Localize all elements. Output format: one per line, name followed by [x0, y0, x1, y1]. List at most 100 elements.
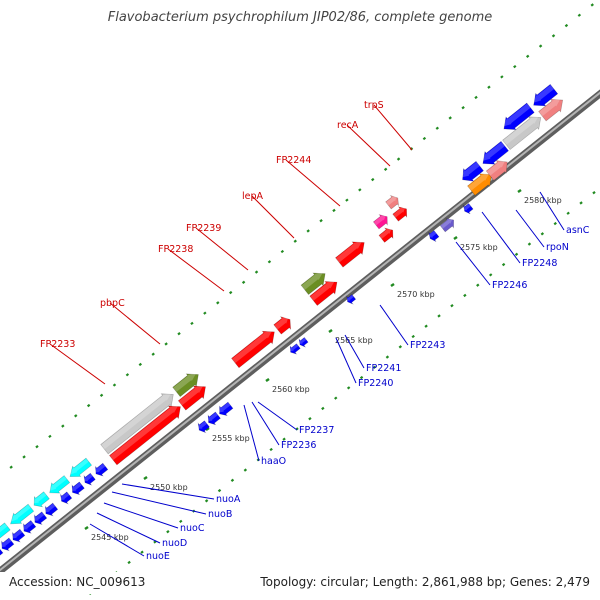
inner-track-dot — [566, 211, 570, 215]
outer-track-dot — [86, 403, 91, 408]
gene-arrow-shine — [310, 280, 336, 301]
gene-arrow-shine — [274, 317, 289, 330]
outer-track-dot — [125, 373, 130, 377]
gene-arrow-shine — [173, 372, 197, 392]
inner-track-dot — [540, 232, 545, 236]
gene-arrow-shine — [207, 412, 218, 422]
gene-arrow-group — [83, 472, 96, 486]
gene-arrow — [372, 214, 388, 230]
outer-track-dot — [422, 136, 427, 141]
inner-track-dot — [282, 437, 286, 441]
gene-label-fp2244: FP2244 — [276, 155, 311, 166]
outer-track-dot — [538, 44, 543, 48]
gene-arrow — [335, 241, 365, 268]
gene-arrow-group — [481, 140, 509, 165]
tick-label: 2565 kbp — [335, 336, 373, 345]
gene-arrow — [95, 462, 109, 477]
outer-track-dot — [461, 106, 465, 110]
gene-label-fp2233: FP2233 — [40, 339, 75, 350]
gene-arrow — [49, 475, 71, 494]
outer-track-dot — [345, 198, 349, 202]
gene-label-fp2237: FP2237 — [299, 425, 334, 436]
inner-track-dot — [579, 201, 583, 205]
gene-arrow — [538, 99, 564, 122]
outer-track-dot — [151, 352, 155, 356]
accession-text: Accession: NC_009613 — [9, 575, 146, 589]
outer-track-dot — [241, 280, 246, 284]
gene-arrow-group — [502, 102, 535, 130]
gene-arrow — [231, 330, 275, 369]
inner-track-dot — [269, 447, 273, 452]
inner-track-dot — [527, 242, 532, 246]
outer-track-dot — [74, 414, 78, 418]
gene-arrow — [385, 194, 399, 210]
label-connector — [455, 241, 491, 286]
gene-arrow-shine — [218, 402, 231, 413]
gene-arrow-shine — [289, 343, 299, 352]
gene-label-haao: haaO — [261, 456, 286, 467]
gene-label-trps: trpS — [364, 100, 384, 111]
gene-arrow-group — [100, 392, 174, 455]
outer-track-dot — [525, 54, 530, 59]
outer-track-dot — [164, 342, 168, 346]
gene-arrow — [71, 481, 85, 496]
tick-mark — [205, 426, 210, 432]
gene-arrow — [172, 373, 199, 398]
gene-arrow-shine — [101, 392, 172, 450]
gene-arrow-group — [372, 214, 388, 230]
label-connector — [251, 401, 280, 446]
gene-arrow — [467, 173, 492, 196]
genome-backbone-highlight — [0, 91, 600, 572]
outer-tick-track — [9, 3, 594, 469]
gene-arrow — [428, 230, 440, 242]
gene-arrow-group — [9, 503, 35, 525]
outer-track-dot — [577, 13, 582, 17]
gene-arrow — [482, 140, 509, 165]
label-connector — [109, 302, 161, 345]
gene-arrow-shine — [486, 159, 506, 176]
inner-track-dot — [217, 488, 222, 493]
outer-track-dot — [35, 444, 39, 449]
outer-track-dot — [9, 465, 13, 469]
inner-track-dot — [308, 417, 312, 421]
outer-track-dot — [48, 434, 52, 439]
gene-arrow-group — [44, 502, 59, 517]
inner-track-dot — [424, 324, 428, 328]
gene-label-fp2239: FP2239 — [186, 223, 221, 234]
gene-arrow-group — [485, 159, 508, 181]
gene-arrow — [23, 520, 37, 534]
tick-mark — [143, 475, 148, 481]
label-connector — [346, 124, 391, 167]
gene-arrow-group — [172, 372, 199, 398]
label-connector — [373, 104, 413, 151]
gene-arrow — [12, 528, 26, 543]
inner-track-dot — [321, 406, 325, 411]
outer-track-dot — [61, 424, 65, 428]
gene-arrow — [502, 116, 542, 150]
gene-arrow-shine — [379, 228, 392, 239]
gene-arrow — [109, 405, 181, 466]
gene-arrow-group — [385, 194, 399, 210]
gene-label-lepa: lepA — [242, 191, 264, 202]
inner-track-dot — [359, 375, 364, 380]
inner-track-dot — [592, 191, 596, 195]
gene-arrow — [378, 227, 394, 243]
gene-arrow-group — [207, 411, 221, 426]
tick-label: 2545 kbp — [91, 533, 129, 542]
inner-track-dot — [450, 304, 454, 308]
gene-arrow-shine — [538, 97, 562, 117]
gene-arrow — [33, 491, 50, 508]
outer-track-dot — [551, 34, 556, 38]
outer-track-dot — [203, 311, 207, 315]
gene-arrow-shine — [33, 512, 45, 522]
gene-arrow — [533, 83, 559, 107]
gene-label-nuod: nuoD — [162, 538, 187, 549]
gene-arrow-group — [0, 522, 11, 546]
tick-mark — [517, 188, 522, 194]
outer-track-dot — [99, 393, 104, 397]
gene-label-nuob: nuoB — [208, 509, 232, 520]
inner-track-dot — [204, 499, 209, 503]
gene-arrow-shine — [460, 161, 480, 178]
inner-track-dot — [437, 314, 441, 318]
outer-track-dot — [448, 116, 452, 120]
